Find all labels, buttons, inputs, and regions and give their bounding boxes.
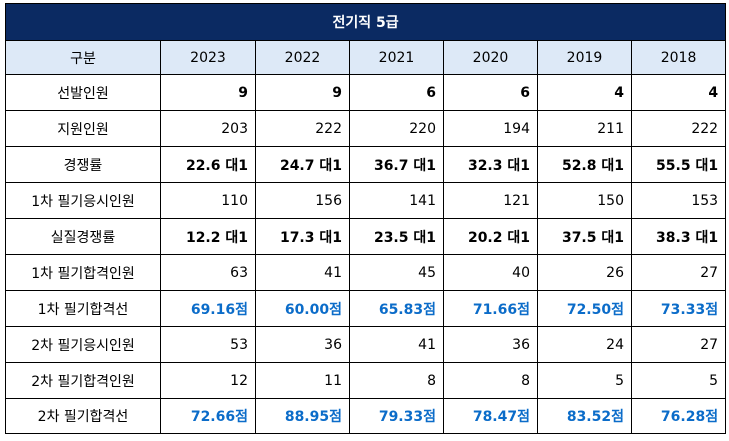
cell-value: 63 — [160, 254, 256, 291]
cell-value: 32.3 대1 — [443, 146, 538, 183]
cell-value: 211 — [537, 110, 632, 147]
cell-value: 150 — [537, 182, 632, 219]
cell-value: 23.5 대1 — [349, 218, 444, 255]
stats-table: 전기직 5급 구분 2023 2022 2021 2020 2019 2018 … — [4, 3, 727, 434]
cell-value: 110 — [160, 182, 256, 219]
cell-value: 53 — [160, 326, 256, 363]
year-header: 2020 — [443, 40, 538, 75]
cell-value: 153 — [630, 182, 727, 219]
cell-value: 73.33점 — [630, 290, 727, 327]
cell-value: 65.83점 — [349, 290, 444, 327]
cell-value: 8 — [443, 362, 538, 399]
cell-value: 45 — [349, 254, 444, 291]
title-row: 전기직 5급 — [4, 3, 727, 41]
cell-value: 121 — [443, 182, 538, 219]
cell-value: 26 — [537, 254, 632, 291]
cell-value: 17.3 대1 — [255, 218, 350, 255]
cell-value: 24 — [537, 326, 632, 363]
cell-value: 203 — [160, 110, 256, 147]
cell-value: 156 — [255, 182, 350, 219]
cell-value: 52.8 대1 — [537, 146, 632, 183]
row-label: 1차 필기응시인원 — [5, 182, 161, 219]
row-label: 2차 필기합격인원 — [5, 362, 161, 399]
year-header: 2023 — [160, 40, 256, 75]
cell-value: 194 — [443, 110, 538, 147]
row-label: 2차 필기응시인원 — [5, 326, 161, 363]
cell-value: 20.2 대1 — [443, 218, 538, 255]
cell-value: 222 — [255, 110, 350, 147]
cell-value: 27 — [630, 254, 727, 291]
cell-value: 41 — [255, 254, 350, 291]
row-label: 지원인원 — [5, 110, 161, 147]
cell-value: 71.66점 — [443, 290, 538, 327]
row-label: 1차 필기합격선 — [5, 290, 161, 327]
cell-value: 9 — [255, 74, 350, 111]
row-label: 실질경쟁률 — [5, 218, 161, 255]
row-label: 2차 필기합격선 — [5, 398, 161, 434]
cell-value: 36.7 대1 — [349, 146, 444, 183]
cell-value: 5 — [630, 362, 727, 399]
cell-value: 88.95점 — [255, 398, 350, 434]
cell-value: 6 — [349, 74, 444, 111]
cell-value: 78.47점 — [443, 398, 538, 434]
cell-value: 41 — [349, 326, 444, 363]
cell-value: 24.7 대1 — [255, 146, 350, 183]
table-row: 2차 필기합격인원 12 11 8 8 5 5 — [5, 362, 727, 399]
cell-value: 37.5 대1 — [537, 218, 632, 255]
cell-value: 72.50점 — [537, 290, 632, 327]
cell-value: 72.66점 — [160, 398, 256, 434]
table-row: 실질경쟁률 12.2 대1 17.3 대1 23.5 대1 20.2 대1 37.5 대1… — [5, 218, 727, 255]
table-row: 1차 필기응시인원 110 156 141 121 150 153 — [5, 182, 727, 219]
year-header: 2022 — [255, 40, 350, 75]
table-title: 전기직 5급 — [4, 3, 727, 41]
cell-value: 4 — [537, 74, 632, 111]
cell-value: 22.6 대1 — [160, 146, 256, 183]
header-label: 구분 — [5, 40, 161, 75]
cell-value: 6 — [443, 74, 538, 111]
cell-value: 36 — [255, 326, 350, 363]
cell-value: 60.00점 — [255, 290, 350, 327]
table-row: 선발인원 9 9 6 6 4 4 — [5, 74, 727, 111]
cell-value: 38.3 대1 — [630, 218, 727, 255]
table-row: 2차 필기응시인원 53 36 41 36 24 27 — [5, 326, 727, 363]
cell-value: 55.5 대1 — [630, 146, 727, 183]
cell-value: 11 — [255, 362, 350, 399]
cell-value: 222 — [630, 110, 727, 147]
year-header: 2021 — [349, 40, 444, 75]
cell-value: 27 — [630, 326, 727, 363]
cell-value: 5 — [537, 362, 632, 399]
cell-value: 83.52점 — [537, 398, 632, 434]
header-row: 구분 2023 2022 2021 2020 2019 2018 — [5, 40, 727, 75]
cell-value: 40 — [443, 254, 538, 291]
table-row: 경쟁률 22.6 대1 24.7 대1 36.7 대1 32.3 대1 52.8 대1 55… — [5, 146, 727, 183]
cell-value: 12.2 대1 — [160, 218, 256, 255]
year-header: 2018 — [630, 40, 727, 75]
row-label: 선발인원 — [5, 74, 161, 111]
cell-value: 76.28점 — [630, 398, 727, 434]
table-row: 지원인원 203 222 220 194 211 222 — [5, 110, 727, 147]
cell-value: 141 — [349, 182, 444, 219]
row-label: 1차 필기합격인원 — [5, 254, 161, 291]
cell-value: 69.16점 — [160, 290, 256, 327]
table-row: 1차 필기합격인원 63 41 45 40 26 27 — [5, 254, 727, 291]
year-header: 2019 — [537, 40, 632, 75]
cell-value: 8 — [349, 362, 444, 399]
cell-value: 79.33점 — [349, 398, 444, 434]
table-row: 1차 필기합격선 69.16점 60.00점 65.83점 71.66점 72.50점 73… — [5, 290, 727, 327]
row-label: 경쟁률 — [5, 146, 161, 183]
table-row: 2차 필기합격선 72.66점 88.95점 79.33점 78.47점 83.52점 76… — [5, 398, 727, 434]
cell-value: 9 — [160, 74, 256, 111]
cell-value: 12 — [160, 362, 256, 399]
cell-value: 4 — [630, 74, 727, 111]
cell-value: 220 — [349, 110, 444, 147]
cell-value: 36 — [443, 326, 538, 363]
